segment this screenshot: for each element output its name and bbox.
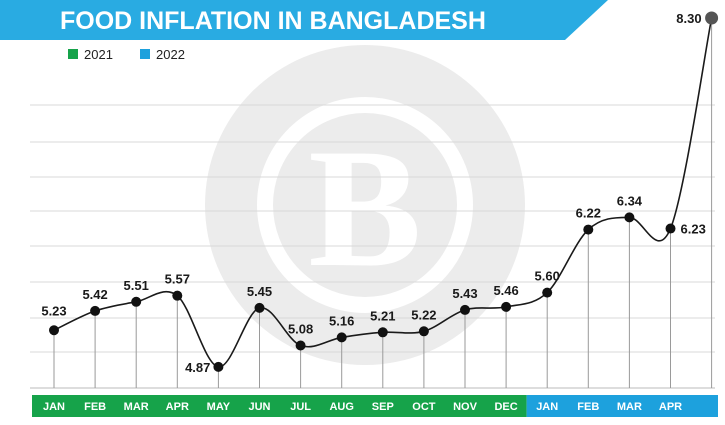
data-point — [49, 325, 59, 336]
month-tick-label: OCT — [412, 401, 436, 413]
month-tick-label: JAN — [536, 401, 558, 413]
letter-b-logo-icon: B — [308, 114, 421, 302]
title-background — [0, 0, 608, 40]
grid-lines — [30, 104, 715, 389]
watermark-circle — [205, 45, 525, 365]
month-tick-label: JUN — [248, 401, 270, 413]
drop-lines — [53, 18, 713, 388]
value-label: 5.51 — [124, 278, 149, 293]
month-tick-label: FEB — [577, 401, 599, 413]
legend-swatch-2021 — [68, 49, 78, 59]
data-point — [624, 212, 635, 223]
watermark-logo: B — [205, 45, 525, 365]
month-tick-label: MAR — [124, 401, 149, 413]
month-tick-label: AUG — [329, 401, 353, 413]
legend-label-2022: 2022 — [156, 47, 185, 62]
data-point — [418, 326, 429, 337]
data-point — [254, 302, 265, 313]
value-label: 5.46 — [493, 283, 518, 298]
data-point — [295, 340, 306, 351]
value-label: 5.22 — [411, 307, 436, 322]
legend-label-2021: 2021 — [84, 47, 113, 62]
value-label: 5.21 — [370, 308, 395, 323]
value-label: 5.60 — [535, 269, 560, 284]
month-tick-label: APR — [166, 401, 189, 413]
data-point — [336, 332, 347, 343]
year-band-2022 — [526, 395, 718, 417]
data-point — [131, 296, 142, 307]
month-tick-label: NOV — [453, 401, 478, 413]
month-tick-label: APR — [659, 401, 682, 413]
data-markers — [49, 11, 719, 372]
value-label: 8.30 — [676, 11, 701, 26]
chart-title: FOOD INFLATION IN BANGLADESH — [60, 7, 486, 35]
data-point — [501, 301, 512, 312]
value-label: 6.23 — [681, 222, 706, 237]
value-label: 5.16 — [329, 313, 354, 328]
data-point — [542, 287, 553, 298]
month-tick-label: FEB — [84, 401, 106, 413]
legend-swatch-2022 — [140, 49, 150, 59]
data-point — [213, 361, 224, 372]
month-tick-label: SEP — [372, 401, 394, 413]
value-label: 5.23 — [41, 303, 66, 318]
data-point — [583, 224, 594, 235]
month-tick-label: MAY — [207, 401, 231, 413]
month-tick-label: JUL — [290, 401, 311, 413]
value-label: 5.45 — [247, 284, 272, 299]
value-label: 5.42 — [82, 287, 107, 302]
value-label: 5.08 — [288, 322, 313, 337]
value-label: 6.34 — [617, 193, 643, 208]
value-label: 4.87 — [185, 360, 210, 375]
month-tick-label: MAR — [617, 401, 642, 413]
value-labels: 5.23 5.42 5.51 5.57 4.87 5.45 5.08 5.16 5.21 5.22… — [41, 11, 705, 375]
value-label: 5.57 — [165, 272, 190, 287]
legend: 2021 2022 — [68, 47, 185, 62]
data-point — [377, 327, 388, 338]
value-label: 5.43 — [452, 286, 477, 301]
data-point — [172, 290, 183, 301]
month-axis-strip: JAN FEB MAR APR MAY JUN JUL AUG SEP OCT NOV DEC JAN F… — [32, 395, 718, 417]
data-point — [665, 223, 676, 234]
data-point — [705, 11, 719, 25]
value-label: 6.22 — [576, 206, 601, 221]
year-band-2021 — [32, 395, 527, 417]
month-tick-label: JAN — [43, 401, 65, 413]
title-bar: FOOD INFLATION IN BANGLADESH — [0, 0, 608, 40]
data-point — [90, 305, 101, 316]
data-point — [460, 304, 470, 315]
month-tick-label: DEC — [494, 401, 517, 413]
